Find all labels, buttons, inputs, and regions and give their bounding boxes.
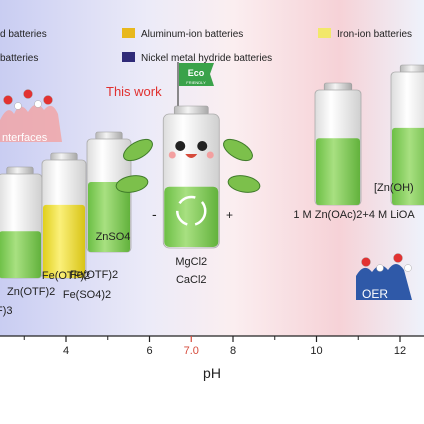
x-tick-label-1: 6 bbox=[146, 345, 152, 357]
mascot-cheek-left bbox=[168, 151, 176, 159]
eco-flag-sublabel: FRIENDLY bbox=[186, 80, 206, 85]
battery-fill-0 bbox=[0, 231, 41, 278]
oer-molecule-dot-2 bbox=[376, 264, 384, 272]
legend-label-0: d batteries bbox=[0, 29, 47, 40]
recycle-icon bbox=[176, 195, 207, 227]
oer-band bbox=[356, 264, 412, 300]
molecule-dot-1 bbox=[23, 89, 33, 99]
decorations: nterfaces OER bbox=[0, 89, 412, 301]
eco-flag-label: Eco bbox=[188, 68, 205, 78]
battery-label-2-1: Fe(OTF)2 bbox=[70, 269, 118, 281]
mascot-mouth bbox=[185, 154, 198, 158]
interfaces-label: nterfaces bbox=[2, 132, 48, 144]
battery-fill-2 bbox=[88, 181, 130, 252]
battery-fill-4 bbox=[316, 138, 360, 205]
battery-label-3-1: CaCl2 bbox=[176, 274, 207, 286]
interfaces-band bbox=[0, 104, 62, 142]
plus-sign: + bbox=[226, 208, 233, 222]
battery-label-3-0: MgCl2 bbox=[175, 256, 207, 268]
oer-label: OER bbox=[362, 287, 388, 301]
mascot-battery: This work Eco FRIENDLY - + MgCl2 CaCl2 bbox=[106, 62, 261, 286]
legend-label-1: Aluminum-ion batteries bbox=[141, 29, 243, 40]
x-tick-label-5: 12 bbox=[394, 345, 406, 357]
x-axis-label: pH bbox=[203, 365, 221, 381]
legend-label-2: Iron-ion batteries bbox=[337, 29, 412, 40]
legend-swatch-2 bbox=[318, 28, 331, 38]
minus-sign: - bbox=[152, 206, 157, 222]
eco-flag bbox=[179, 63, 214, 86]
this-work-label: This work bbox=[106, 84, 162, 99]
oer-molecule-dot-1 bbox=[393, 253, 403, 263]
battery-5: [Zn(OH) bbox=[374, 64, 424, 206]
x-tick-label-0: 4 bbox=[63, 345, 69, 357]
battery-0: Zn(OTF)2 F)3 bbox=[0, 166, 55, 317]
battery-1: Fe(OTF)2 bbox=[41, 152, 90, 282]
battery-2: ZnSO4 Fe(OTF)2 Fe(SO4)2 bbox=[63, 131, 132, 301]
battery-label-4-0: 1 M Zn(OAc)2+4 M LiOA bbox=[293, 209, 415, 221]
x-tick-label-4: 10 bbox=[310, 345, 322, 357]
legend-label-4: Nickel metal hydride batteries bbox=[141, 53, 272, 64]
battery-label-2-2: Fe(SO4)2 bbox=[63, 289, 111, 301]
battery-label-0-1: F)3 bbox=[0, 305, 13, 317]
mascot-eye-left bbox=[175, 141, 186, 151]
leaf-1 bbox=[115, 175, 149, 193]
molecule-dot-2 bbox=[43, 95, 53, 105]
battery-fill-1 bbox=[43, 204, 85, 278]
battery-label-1-0: Fe(OTF)2 bbox=[42, 270, 90, 282]
mascot-fill bbox=[164, 186, 219, 247]
leaf-2 bbox=[223, 138, 253, 162]
legend-swatch-1 bbox=[122, 28, 135, 38]
oer-molecule-dot-0 bbox=[361, 257, 371, 267]
battery-series: Zn(OTF)2 F)3 Fe(OTF)2 ZnSO4 Fe(OTF)2 Fe(SO4)2… bbox=[0, 64, 424, 317]
molecule-dot-4 bbox=[14, 102, 22, 110]
battery-label-2-0: ZnSO4 bbox=[96, 231, 131, 243]
mascot-cheek-right bbox=[206, 151, 214, 159]
oer-molecule-dot-3 bbox=[404, 264, 412, 272]
x-axis-ticks: 4 6 7.0 8 10 12 bbox=[23, 336, 406, 357]
leaf-0 bbox=[123, 138, 153, 162]
battery-label-5-0: [Zn(OH) bbox=[374, 182, 414, 194]
battery-fill-5 bbox=[392, 127, 424, 205]
x-tick-label-3: 8 bbox=[230, 345, 236, 357]
battery-label-0-0: Zn(OTF)2 bbox=[7, 286, 55, 298]
x-tick-label-2: 7.0 bbox=[184, 345, 199, 357]
legend: d batteries Aluminum-ion batteries Iron-io… bbox=[0, 28, 412, 64]
legend-swatch-4 bbox=[122, 52, 135, 62]
mascot-eye-right bbox=[197, 141, 208, 151]
molecule-dot-0 bbox=[3, 95, 13, 105]
leaf-3 bbox=[227, 175, 261, 193]
molecule-dot-3 bbox=[34, 100, 42, 108]
battery-4: 1 M Zn(OAc)2+4 M LiOA bbox=[293, 82, 415, 221]
legend-label-3: batteries bbox=[0, 53, 38, 64]
